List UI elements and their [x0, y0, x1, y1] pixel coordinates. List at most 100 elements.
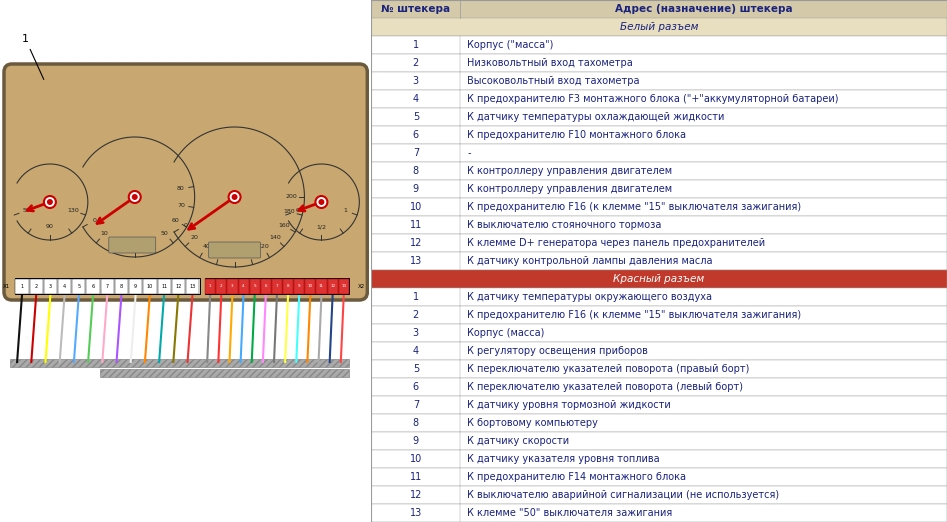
Text: 12: 12 — [410, 490, 422, 500]
Bar — [371, 378, 947, 396]
Bar — [115, 279, 128, 293]
Bar — [250, 279, 259, 293]
Text: К предохранителю F3 монтажного блока ("+"аккумуляторной батареи): К предохранителю F3 монтажного блока ("+… — [468, 94, 839, 104]
Text: 1/2: 1/2 — [316, 224, 327, 230]
Text: 120: 120 — [258, 244, 269, 249]
Bar — [371, 36, 947, 54]
Text: Низковольтный вход тахометра: Низковольтный вход тахометра — [468, 58, 634, 68]
Text: 0: 0 — [184, 223, 188, 228]
Circle shape — [44, 196, 56, 208]
Bar — [371, 162, 947, 180]
Text: 6: 6 — [413, 130, 419, 140]
FancyBboxPatch shape — [109, 237, 155, 253]
Text: 1: 1 — [21, 283, 24, 289]
Text: 80: 80 — [231, 252, 239, 256]
Text: К датчику температуры окружающего воздуха: К датчику температуры окружающего воздух… — [468, 292, 712, 302]
Bar — [129, 279, 142, 293]
Text: 140: 140 — [269, 235, 280, 240]
Bar — [371, 324, 947, 342]
Text: 6: 6 — [413, 382, 419, 392]
Circle shape — [228, 191, 241, 203]
Text: К контроллеру управления двигателем: К контроллеру управления двигателем — [468, 184, 672, 194]
Bar — [99, 369, 349, 377]
Text: 1: 1 — [413, 40, 419, 50]
Text: 4: 4 — [242, 284, 245, 288]
Text: 13: 13 — [410, 508, 422, 518]
Text: 40: 40 — [147, 239, 154, 244]
Circle shape — [318, 199, 325, 205]
Text: К переключателю указателей поворота (левый борт): К переключателю указателей поворота (лев… — [468, 382, 743, 392]
Text: 70: 70 — [177, 203, 185, 208]
Bar — [371, 108, 947, 126]
Text: 10: 10 — [147, 283, 153, 289]
Bar — [371, 432, 947, 450]
Bar — [44, 279, 57, 293]
Bar — [371, 54, 947, 72]
Bar — [58, 279, 71, 293]
Bar — [10, 359, 349, 367]
Text: 5: 5 — [254, 284, 256, 288]
Bar — [100, 279, 114, 293]
Text: 130: 130 — [67, 208, 80, 213]
Text: К клемме D+ генератора через панель предохранителей: К клемме D+ генератора через панель пред… — [468, 238, 765, 248]
Bar — [15, 279, 28, 293]
Text: 40: 40 — [203, 244, 210, 249]
Text: 10: 10 — [410, 202, 422, 212]
Text: 90: 90 — [46, 224, 54, 230]
Bar — [371, 126, 947, 144]
Text: 50: 50 — [161, 231, 169, 235]
Text: Высоковольтный вход тахометра: Высоковольтный вход тахометра — [468, 76, 640, 86]
Text: К предохранителю F16 (к клемме "15" выключателя зажигания): К предохранителю F16 (к клемме "15" выкл… — [468, 202, 801, 212]
Text: 8: 8 — [413, 166, 419, 176]
Text: 12: 12 — [175, 283, 182, 289]
Bar — [371, 144, 947, 162]
Text: 1: 1 — [22, 34, 44, 79]
Bar — [371, 72, 947, 90]
Bar — [305, 279, 315, 293]
Text: 12: 12 — [410, 238, 422, 248]
Bar — [260, 279, 271, 293]
Bar — [371, 468, 947, 486]
Bar — [371, 90, 947, 108]
Bar — [295, 279, 304, 293]
Bar — [371, 504, 947, 522]
Text: 20: 20 — [190, 235, 198, 240]
Text: 11: 11 — [410, 472, 422, 482]
Text: Белый разъем: Белый разъем — [620, 22, 698, 32]
Bar — [371, 252, 947, 270]
Bar — [371, 198, 947, 216]
Text: К выключателю стояночного тормоза: К выключателю стояночного тормоза — [468, 220, 662, 230]
Text: К регулятору освещения приборов: К регулятору освещения приборов — [468, 346, 649, 356]
Text: 11: 11 — [319, 284, 324, 288]
Text: 100: 100 — [243, 250, 255, 255]
Bar — [227, 279, 238, 293]
Bar — [371, 270, 947, 288]
Text: 0: 0 — [296, 208, 300, 213]
Circle shape — [232, 194, 238, 200]
Text: 200: 200 — [286, 195, 297, 199]
Bar — [272, 279, 282, 293]
Text: 7: 7 — [413, 400, 419, 410]
Text: 6: 6 — [92, 283, 95, 289]
Text: 1: 1 — [413, 292, 419, 302]
Bar — [371, 396, 947, 414]
Text: К переключателю указателей поворота (правый борт): К переключателю указателей поворота (пра… — [468, 364, 750, 374]
FancyBboxPatch shape — [4, 64, 367, 300]
Text: 10: 10 — [308, 284, 313, 288]
Bar — [371, 234, 947, 252]
Bar — [339, 279, 348, 293]
Text: К датчику температуры охлаждающей жидкости: К датчику температуры охлаждающей жидкос… — [468, 112, 724, 122]
Text: 6: 6 — [264, 284, 267, 288]
Text: К предохранителю F10 монтажного блока: К предохранителю F10 монтажного блока — [468, 130, 687, 140]
Text: 11: 11 — [161, 283, 168, 289]
Text: 1: 1 — [343, 208, 347, 213]
Bar — [29, 279, 43, 293]
Text: 180: 180 — [284, 209, 295, 214]
Text: 13: 13 — [189, 283, 196, 289]
Text: 2: 2 — [413, 310, 419, 320]
Bar — [371, 342, 947, 360]
Text: № штекера: № штекера — [382, 4, 451, 14]
Bar — [328, 279, 338, 293]
Text: К клемме "50" выключателя зажигания: К клемме "50" выключателя зажигания — [468, 508, 672, 518]
Text: К датчику скорости: К датчику скорости — [468, 436, 569, 446]
